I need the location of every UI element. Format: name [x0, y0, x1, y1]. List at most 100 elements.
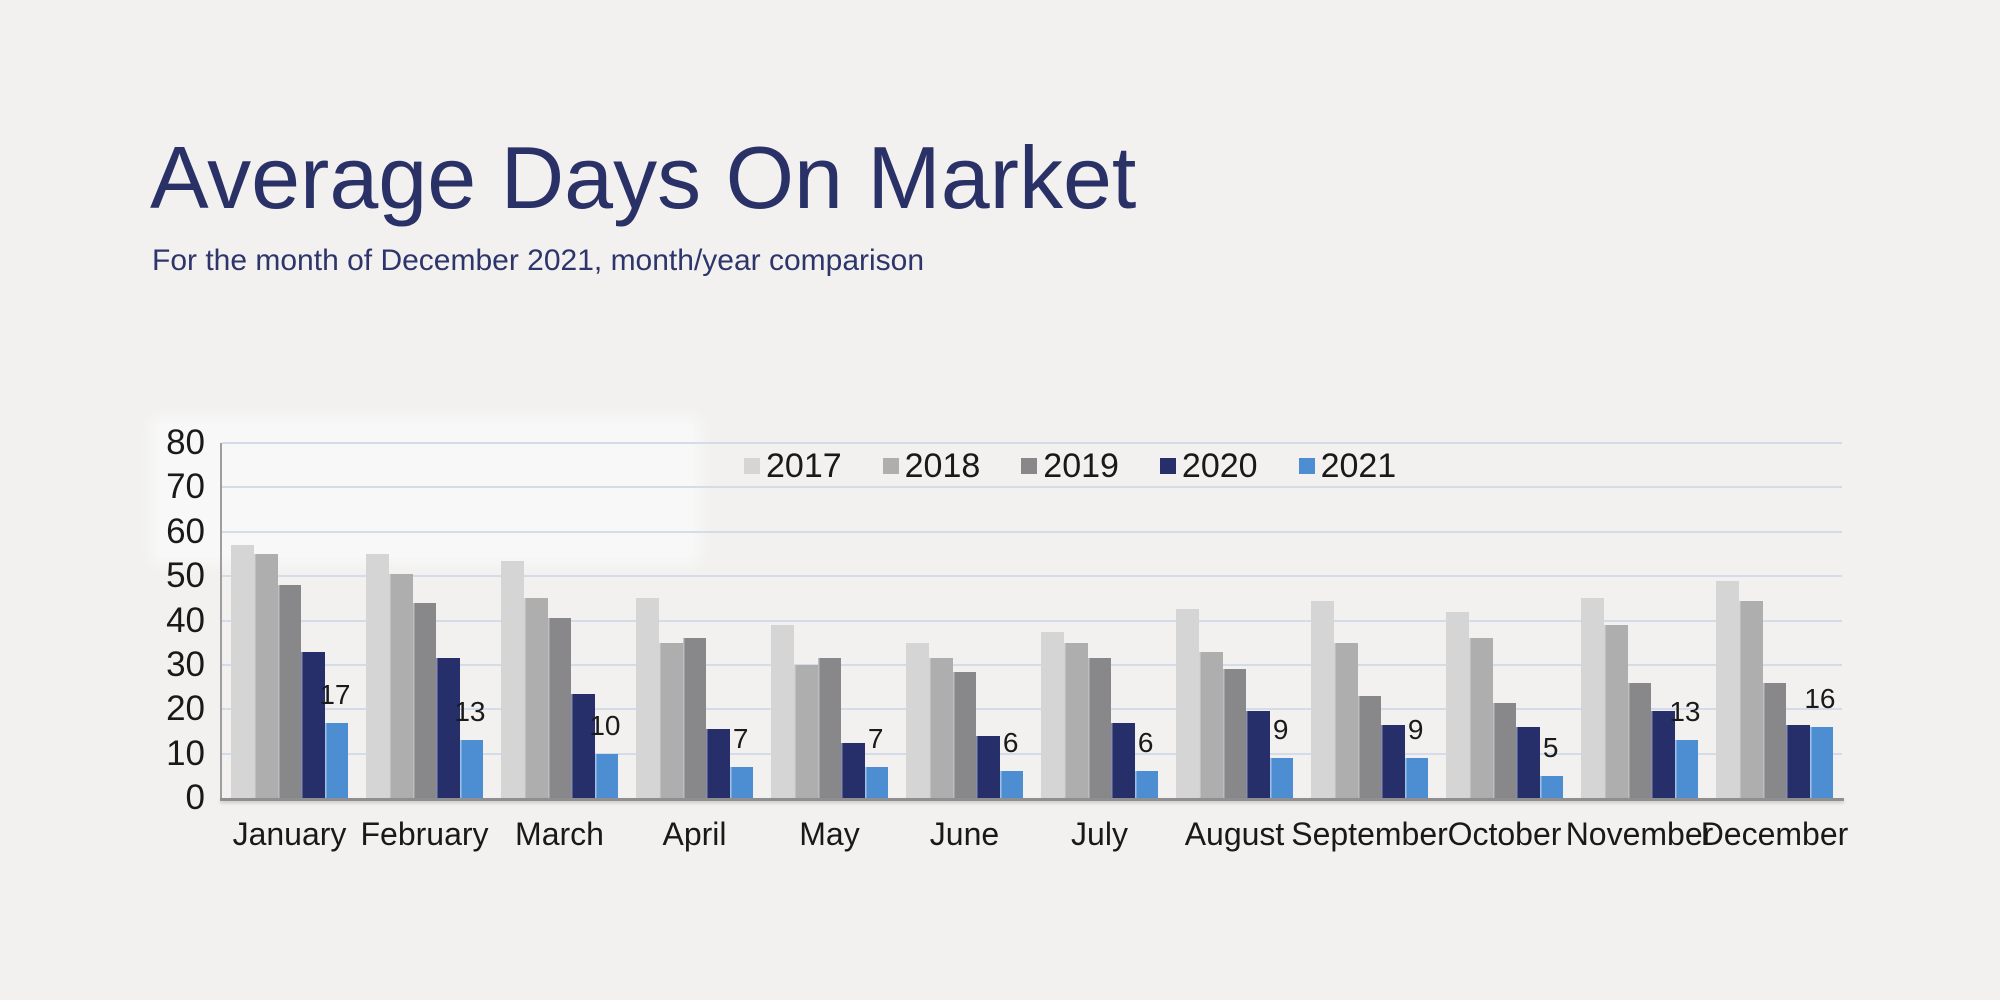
- data-label-november-2021: 13: [1669, 696, 1701, 728]
- legend-item-2018: 2018: [882, 447, 981, 485]
- bar-group-september: 9: [1302, 443, 1437, 798]
- bar-group-february: 13: [357, 443, 492, 798]
- bar-october-2017: [1445, 611, 1470, 798]
- legend-item-2021: 2021: [1298, 449, 1396, 483]
- bar-august-2020: [1246, 711, 1270, 798]
- gridline-20: [222, 708, 1842, 711]
- data-label-march-2021: 10: [589, 709, 621, 741]
- bar-september-2017: [1310, 600, 1335, 798]
- bar-june-2018: [929, 658, 953, 798]
- x-axis-label-july: July: [1071, 816, 1128, 852]
- data-label-june-2021: 6: [1002, 727, 1019, 759]
- bar-january-2018: [254, 553, 278, 798]
- x-axis-line: [220, 798, 1844, 801]
- bar-december-2021: 16: [1804, 683, 1836, 798]
- bar-february-2017: [365, 553, 390, 798]
- x-axis-label-january: January: [232, 816, 347, 852]
- bar-march-2018: [524, 598, 548, 798]
- gridline-70: [222, 486, 1842, 489]
- y-axis-label-30: 30: [166, 644, 205, 684]
- page-subtitle: For the month of December 2021, month/ye…: [152, 244, 925, 277]
- bar-may-2017: [770, 624, 795, 798]
- bar-group-november: 13: [1572, 443, 1707, 798]
- y-axis-label-60: 60: [166, 511, 205, 551]
- bar-june-2019: [952, 671, 977, 798]
- bar-may-2020: [841, 742, 865, 798]
- y-axis-label-50: 50: [166, 556, 205, 596]
- bar-group-july: 6: [1032, 443, 1167, 798]
- bar-august-2017: [1175, 609, 1200, 798]
- bar-august-2018: [1199, 651, 1223, 798]
- bar-january-2020: [301, 651, 325, 798]
- legend-label-2019: 2019: [1043, 447, 1119, 485]
- bar-october-2020: [1516, 727, 1540, 798]
- data-label-april-2021: 7: [732, 722, 749, 754]
- data-label-january-2021: 17: [319, 678, 351, 710]
- bar-november-2018: [1604, 624, 1628, 798]
- background-highlight-box: [158, 424, 693, 557]
- bar-group-march: 10: [492, 443, 627, 798]
- bar-april-2019: [682, 638, 707, 798]
- bar-february-2020: [436, 658, 460, 798]
- bar-group-august: 9: [1167, 443, 1302, 798]
- y-axis-label-0: 0: [185, 778, 205, 817]
- gridline-80: [222, 442, 1842, 444]
- data-label-august-2021: 9: [1272, 714, 1289, 746]
- x-axis-label-march: March: [515, 816, 604, 852]
- bar-october-2019: [1492, 702, 1517, 798]
- bar-november-2021: 13: [1669, 696, 1701, 798]
- bar-group-october: 5: [1437, 443, 1572, 798]
- gridline-60: [222, 530, 1842, 533]
- gridline-30: [222, 663, 1842, 666]
- bar-group-december: 16: [1707, 443, 1842, 798]
- bar-january-2019: [277, 585, 302, 798]
- bar-january-2021: 17: [319, 679, 351, 798]
- plot-area: 17 13 10 7 7 6 6 9 9 5 13 16: [222, 442, 1842, 798]
- legend-item-2020: 2020: [1159, 449, 1258, 483]
- legend: 2017 2018 2019 2020 2021: [744, 449, 1396, 483]
- x-axis-label-april: April: [662, 816, 727, 852]
- bar-november-2017: [1580, 598, 1605, 798]
- bar-november-2019: [1627, 682, 1652, 798]
- data-label-may-2021: 7: [867, 722, 884, 754]
- bar-december-2017: [1715, 580, 1740, 798]
- bar-february-2019: [412, 602, 437, 798]
- y-axis-label-20: 20: [166, 689, 205, 729]
- data-label-october-2021: 5: [1542, 731, 1559, 763]
- page-title: Average Days On Market: [150, 128, 1137, 227]
- bar-group-january: 17: [222, 443, 357, 798]
- y-axis-label-70: 70: [166, 467, 205, 507]
- x-axis-label-august: August: [1184, 816, 1285, 852]
- bar-july-2020: [1111, 722, 1135, 798]
- legend-label-2018: 2018: [904, 447, 981, 485]
- x-axis-label-june: June: [929, 816, 1000, 852]
- bar-july-2017: [1040, 631, 1065, 798]
- bar-march-2017: [500, 560, 525, 798]
- bar-september-2021: 9: [1404, 714, 1429, 798]
- bar-september-2020: [1381, 724, 1405, 798]
- bar-september-2018: [1334, 642, 1358, 798]
- bar-april-2017: [635, 598, 660, 798]
- y-axis-label-40: 40: [166, 600, 205, 640]
- bar-march-2020: [571, 693, 595, 798]
- legend-swatch-2019: [1021, 458, 1038, 474]
- bar-march-2021: 10: [589, 710, 621, 798]
- bar-july-2021: 6: [1134, 727, 1159, 798]
- gridline-50: [222, 575, 1842, 578]
- bar-april-2018: [659, 642, 683, 798]
- data-label-july-2021: 6: [1137, 727, 1154, 759]
- bar-december-2020: [1786, 724, 1810, 798]
- bar-april-2020: [706, 729, 730, 798]
- bar-july-2019: [1087, 658, 1112, 798]
- bar-june-2021: 6: [999, 727, 1024, 798]
- legend-swatch-2020: [1159, 458, 1176, 474]
- bar-october-2018: [1469, 638, 1493, 798]
- gridline-40: [222, 619, 1842, 622]
- legend-swatch-2018: [882, 458, 899, 474]
- bar-june-2017: [905, 642, 930, 798]
- x-axis-label-may: May: [799, 816, 860, 852]
- bar-january-2017: [230, 545, 255, 798]
- bar-october-2021: 5: [1539, 732, 1564, 798]
